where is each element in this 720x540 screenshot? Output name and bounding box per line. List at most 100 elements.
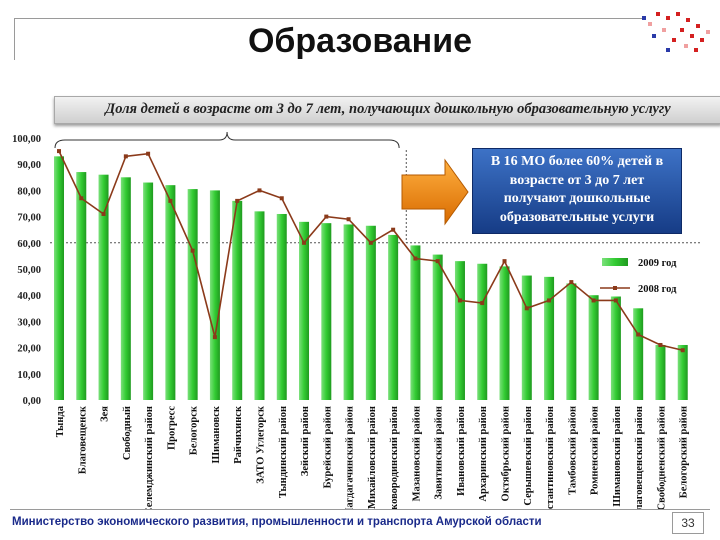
header-left-rule [14,18,15,60]
bar-2009 [299,221,310,400]
bar-2009 [143,182,154,400]
bar-2009 [610,296,621,400]
bar-2009 [209,190,220,400]
x-tick-label: Шимановск [211,405,222,463]
x-tick-label: Шимановский район [612,406,623,507]
x-tick-label: Константиновский район [545,406,556,510]
legend-label-2009: 2009 год [638,258,677,269]
bar-2009 [655,344,666,400]
info-callout-text: В 16 МО более 60% детей в возрасте от 3 … [490,154,664,225]
y-tick-label: 90,00 [17,160,41,171]
x-tick-label: Архаринский район [478,406,489,502]
point-2008 [569,280,574,285]
page-number: 33 [672,512,704,534]
bar-2009 [521,275,532,400]
point-2008 [279,196,284,201]
y-tick-label: 60,00 [17,239,41,250]
bar-2009 [98,174,109,400]
footer-rule [10,509,710,510]
x-tick-label: Серышевский район [523,406,534,506]
bar-2009 [321,223,332,400]
point-2008 [57,149,61,154]
header-rule [14,18,642,19]
x-tick-label: Тындинский район [278,406,289,498]
x-tick-label: Благовещенский район [634,406,645,510]
point-2008 [524,306,529,311]
point-2008 [324,214,329,219]
x-tick-label: Селемджинский район [144,406,155,510]
x-tick-label: Мазановский район [411,406,422,501]
page-title: Образование [247,22,473,60]
chart-subtitle-box: Доля детей в возрасте от 3 до 7 лет, пол… [54,96,720,124]
point-2008 [435,259,440,264]
point-2008 [146,151,151,156]
point-2008 [168,198,173,203]
x-tick-label: ЗАТО Углегорск [255,405,266,484]
bar-2009 [254,211,265,400]
point-2008 [658,342,663,347]
x-tick-label: Сковородинский район [389,406,400,510]
point-2008 [457,298,462,303]
bar-2009 [477,263,488,400]
point-2008 [346,217,351,222]
point-2008 [101,211,106,216]
decorative-dots-logo [642,12,710,52]
bar-2009 [432,254,443,400]
x-tick-label: Прогресс [166,406,177,450]
legend-swatch-2009 [602,258,628,266]
point-2008 [190,248,195,253]
chart-subtitle: Доля детей в возрасте от 3 до 7 лет, пол… [105,101,671,117]
point-2008 [368,240,373,245]
point-2008 [480,301,485,306]
brace-group-marker [54,131,400,149]
point-2008 [502,259,507,264]
info-callout: В 16 МО более 60% детей в возрасте от 3 … [472,148,682,234]
y-tick-label: 20,00 [17,344,41,355]
x-tick-label: Белогорск [189,405,200,455]
point-2008 [123,154,128,159]
x-tick-label: Ивановский район [456,406,467,496]
bar-2009 [388,234,399,400]
point-2008 [547,298,552,303]
bar-2009 [633,308,644,400]
bar-2009 [566,283,577,400]
point-2008 [212,335,217,340]
x-tick-label: Бурейский район [322,406,333,488]
x-tick-label: Свободный [122,406,133,460]
bar-2009 [365,225,376,400]
point-2008 [257,188,262,193]
x-tick-label: Райчихинск [233,405,244,464]
point-2008 [680,348,685,353]
x-tick-label: Магдагачинский район [345,406,356,510]
x-tick-label: Зея [100,406,111,422]
bar-2009 [677,344,688,400]
y-tick-label: 50,00 [17,265,41,276]
bar-2009 [454,261,465,400]
bar-2009 [232,200,243,400]
y-tick-label: 70,00 [17,213,41,224]
footer-text: Министерство экономического развития, пр… [12,516,542,528]
legend-marker-2008 [613,286,617,290]
bar-2009 [276,213,287,400]
bar-chart: 0,00 10,00 20,00 30,00 40,00 50,00 60,00 70,00 8… [12,131,700,510]
bar-2009 [588,295,599,400]
point-2008 [235,198,240,203]
bar-2009 [544,276,555,400]
y-tick-label: 80,00 [17,186,41,197]
bar-2009 [165,185,176,400]
y-tick-label: 30,00 [17,317,41,328]
bar-2009 [54,156,64,400]
x-tick-label: Ромненский район [590,406,601,495]
y-tick-label: 10,00 [17,370,41,381]
x-tick-label: Октябрьский район [501,406,512,501]
bar-2009 [499,266,510,400]
bar-2009 [187,189,198,400]
bar-2009 [120,177,131,400]
bar-2009 [410,245,421,400]
bar-2009 [76,172,87,400]
point-2008 [302,240,307,245]
point-2008 [391,227,396,232]
bar-2009 [343,224,354,400]
x-tick-label: Тамбовский район [567,406,578,495]
point-2008 [636,332,641,337]
